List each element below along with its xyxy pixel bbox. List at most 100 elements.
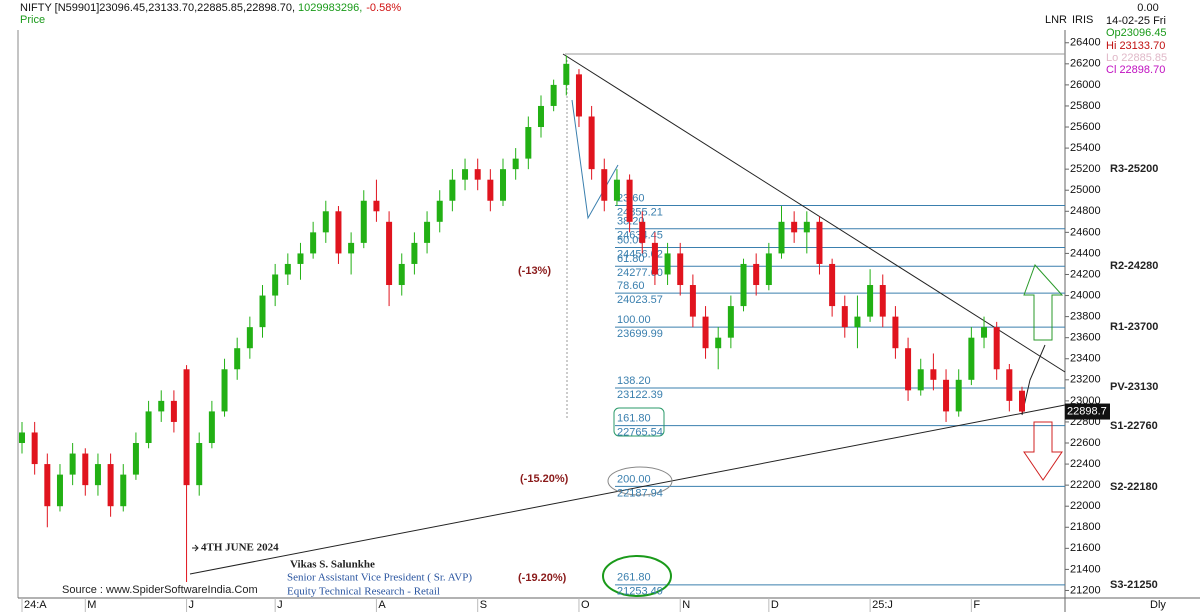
candle-body: [537, 105, 544, 128]
pivot-label: R3-25200: [1110, 163, 1158, 175]
candle-body: [234, 348, 241, 370]
author-role: Senior Assistant Vice President ( Sr. AV…: [287, 572, 472, 584]
fib-ratio: 161.80: [617, 412, 651, 424]
candle-body: [715, 337, 722, 349]
y-tick-label: 25000: [1070, 184, 1101, 196]
pivot-label: R1-23700: [1110, 321, 1158, 333]
candle-body: [930, 369, 937, 380]
pivot-label: PV-23130: [1110, 381, 1158, 393]
candle-body: [1019, 390, 1025, 412]
candle-body: [462, 169, 469, 180]
info-high: Hi 23133.70: [1106, 40, 1165, 52]
candle-body: [917, 369, 924, 391]
candle-body: [360, 200, 367, 243]
highlight-ellipse: [607, 466, 673, 496]
y-tick-label: 26200: [1070, 58, 1101, 70]
candle-body: [69, 453, 76, 475]
y-tick-label: 25200: [1070, 163, 1101, 175]
candle-body: [702, 316, 709, 349]
x-tick-label: N: [682, 599, 690, 611]
x-tick-label: J: [277, 599, 283, 611]
candle-body: [94, 464, 101, 486]
period: Dly: [1150, 599, 1166, 611]
candle-body: [613, 179, 620, 201]
pivot-label: S3-21250: [1110, 579, 1158, 591]
candle-body: [297, 253, 304, 264]
candle-body: [1006, 369, 1013, 401]
candle-body: [170, 400, 177, 422]
candle-body: [955, 379, 962, 412]
candle-body: [841, 306, 848, 328]
candle-body: [310, 232, 317, 254]
info-value: 0.00: [1137, 2, 1158, 14]
candle-body: [816, 221, 823, 264]
pivot-label: R2-24280: [1110, 260, 1158, 272]
candle-body: [867, 285, 874, 317]
candle-body: [854, 316, 861, 328]
author-dept: Equity Technical Research - Retail: [287, 586, 440, 598]
quote: NIFTY [N59901]23096.45,23133.70,22885.85…: [20, 2, 295, 14]
annotation: (-13%): [518, 265, 551, 277]
fib-value: 22765.54: [617, 426, 663, 438]
x-tick-label: D: [771, 599, 779, 611]
candle-body: [145, 411, 152, 444]
y-tick-label: 25600: [1070, 121, 1101, 133]
fib-ratio: 200.00: [617, 473, 651, 485]
source: Source : www.SpiderSoftwareIndia.Com: [62, 584, 258, 596]
header: NIFTY [N59901]23096.45,23133.70,22885.85…: [20, 2, 401, 14]
candle-body: [791, 221, 798, 233]
candle-body: [424, 221, 431, 243]
candle-body: [892, 316, 899, 349]
candle-body: [765, 253, 772, 286]
annotation: (-19.20%): [518, 572, 567, 584]
candle-body: [879, 285, 886, 317]
candle-body: [512, 158, 519, 170]
highlight-box: [613, 407, 665, 437]
candle-body: [386, 221, 393, 286]
candle-body: [120, 474, 127, 507]
x-tick-label: F: [973, 599, 980, 611]
candle-body: [525, 127, 532, 159]
candle-body: [259, 295, 266, 328]
candle-body: [753, 263, 760, 286]
candle-body: [272, 274, 279, 296]
candle-body: [943, 379, 950, 412]
candle-body: [968, 337, 975, 380]
candle-body: [601, 169, 608, 201]
candle-body: [575, 74, 582, 117]
fib-ratio: 138.20: [617, 375, 651, 387]
fib-value: 24023.57: [617, 294, 663, 306]
candle-body: [664, 253, 671, 275]
fib-value: 22187.94: [617, 487, 663, 499]
y-tick-label: 21200: [1070, 584, 1101, 596]
fib-ratio: 78.60: [617, 280, 645, 292]
author: Vikas S. Salunkhe: [290, 559, 375, 571]
candle-body: [196, 443, 203, 486]
y-tick-label: 24000: [1070, 289, 1101, 301]
candle-body: [335, 211, 342, 254]
y-tick-label: 26000: [1070, 79, 1101, 91]
candle-body: [208, 411, 215, 444]
y-tick-label: 21800: [1070, 521, 1101, 533]
y-tick-label: 23400: [1070, 353, 1101, 365]
candle-body: [563, 63, 570, 85]
axis-tag: LNR: [1045, 14, 1067, 26]
sub-label: Price: [20, 14, 45, 26]
info-date: 14-02-25 Fri: [1106, 15, 1166, 27]
candle-body: [474, 169, 481, 180]
y-tick-label: 23600: [1070, 332, 1101, 344]
y-tick-label: 21600: [1070, 542, 1101, 554]
info-low: Lo 22885.85: [1106, 52, 1167, 64]
candle-body: [56, 474, 63, 507]
candle-body: [183, 369, 190, 486]
highlight-circle: [602, 555, 672, 597]
candle-body: [588, 116, 595, 170]
candle-body: [158, 400, 165, 412]
fib-value: 21253.49: [617, 586, 663, 598]
pointer: [192, 544, 199, 552]
candle-body: [436, 200, 443, 222]
y-tick-label: 22000: [1070, 500, 1101, 512]
fib-value: 23699.99: [617, 328, 663, 340]
candle-body: [993, 327, 1000, 370]
